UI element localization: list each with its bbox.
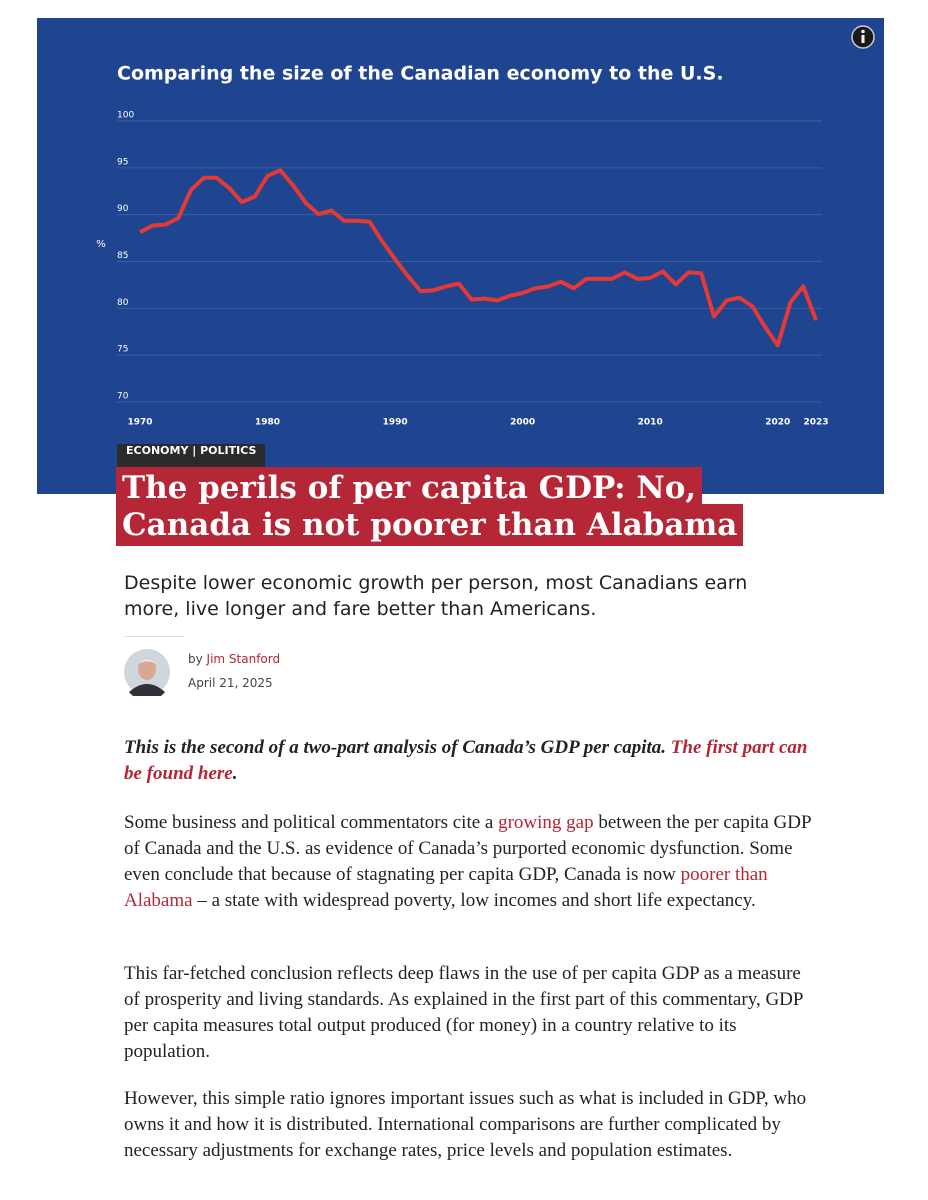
y-tick-label: 80 — [117, 298, 129, 308]
y-tick-label: 85 — [117, 251, 128, 261]
text-run: However, this simple ratio ignores impor… — [124, 1088, 807, 1161]
x-tick-label: 2000 — [510, 418, 535, 428]
chart: Comparing the size of the Canadian econo… — [37, 18, 884, 494]
inline-link[interactable]: The first part can be found here — [124, 737, 808, 784]
paragraph: Some business and political commentators… — [124, 810, 814, 914]
x-tick-label: 1990 — [383, 418, 408, 428]
text-run: This far-fetched conclusion reflects dee… — [124, 963, 803, 1062]
divider — [124, 636, 184, 637]
data-line — [139, 168, 818, 348]
byline: by Jim Stanford — [188, 652, 280, 666]
inline-link[interactable]: poorer than Alabama — [124, 864, 768, 911]
photo-hair — [138, 658, 156, 664]
photo-face — [138, 658, 156, 680]
x-tick-label: 2010 — [638, 418, 663, 428]
x-tick-label: 1980 — [255, 418, 280, 428]
x-tick-label: 2023 — [803, 418, 828, 428]
byline-prefix: by — [188, 652, 203, 666]
photo-shoulders — [129, 684, 165, 696]
text-run: . — [232, 763, 238, 784]
author-photo — [124, 649, 170, 696]
category-tag[interactable]: ECONOMY | POLITICS — [117, 444, 266, 468]
text-run: Some business and political commentators… — [124, 812, 499, 833]
y-tick-label: 95 — [117, 157, 128, 167]
y-axis-label: % — [96, 239, 106, 250]
y-tick-label: 100 — [117, 111, 134, 121]
chart-title: Comparing the size of the Canadian econo… — [117, 63, 724, 85]
paragraph: This far-fetched conclusion reflects dee… — [124, 961, 814, 1065]
y-tick-label: 90 — [117, 204, 129, 214]
y-tick-label: 75 — [117, 345, 128, 355]
paragraph: However, this simple ratio ignores impor… — [124, 1086, 814, 1164]
text-run: between the per capita GDP of Canada and… — [124, 812, 811, 885]
x-tick-label: 1970 — [127, 418, 152, 428]
chart-background — [37, 18, 884, 494]
x-tick-label: 2020 — [765, 418, 790, 428]
text-run: – a state with widespread poverty, low i… — [192, 890, 756, 911]
y-tick-label: 70 — [117, 392, 129, 402]
headline-text: The perils of per capita GDP: No, Canada… — [116, 467, 744, 546]
dek: Despite lower economic growth per person… — [124, 572, 748, 620]
date: April 21, 2025 — [188, 676, 273, 690]
author-link[interactable]: Jim Stanford — [206, 652, 281, 666]
info-icon-glyph — [861, 35, 865, 43]
intro: This is the second of a two-part analysi… — [124, 735, 814, 787]
text-run: This is the second of a two-part analysi… — [124, 737, 671, 758]
info-icon-glyph — [861, 29, 865, 34]
headline: The perils of per capita GDP: No, Canada… — [116, 467, 806, 546]
inline-link[interactable]: growing gap — [498, 812, 594, 833]
